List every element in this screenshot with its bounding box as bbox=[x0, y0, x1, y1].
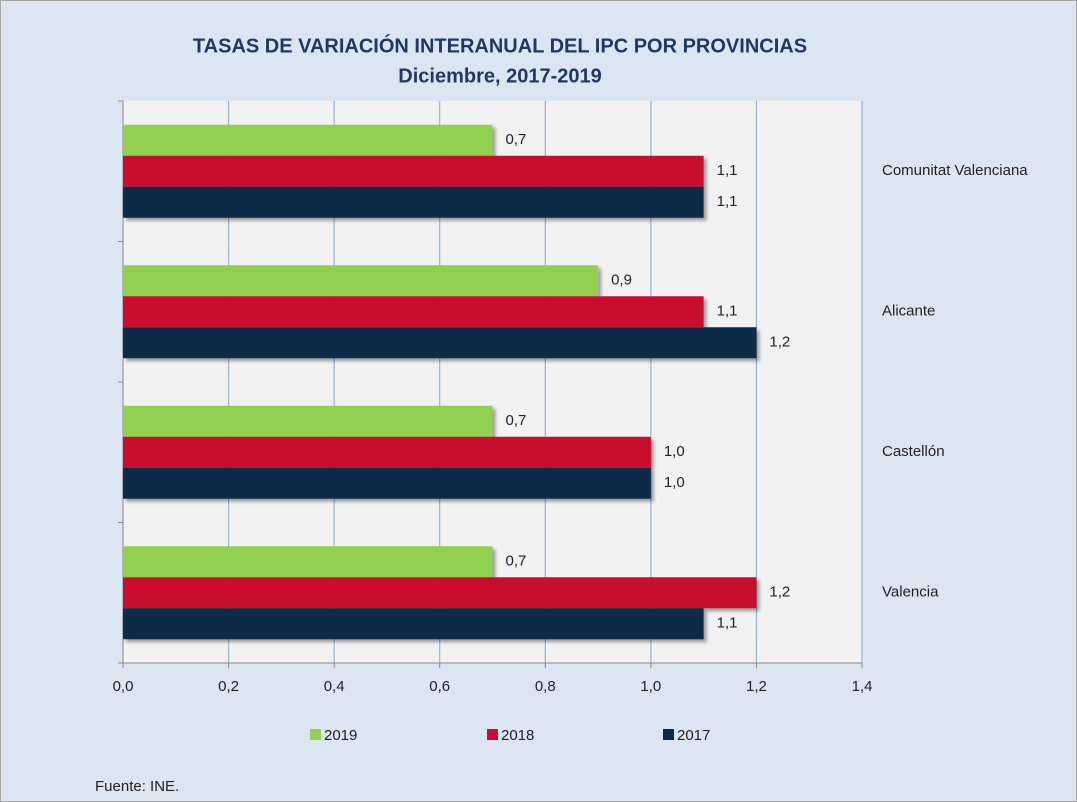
bar bbox=[123, 577, 757, 609]
bar bbox=[123, 155, 704, 187]
data-label: 0,9 bbox=[611, 272, 632, 289]
x-tick-label: 1,4 bbox=[852, 678, 873, 695]
data-label: 1,1 bbox=[717, 193, 738, 210]
legend-label: 2018 bbox=[501, 727, 534, 744]
bar bbox=[123, 405, 493, 437]
category-label: Comunitat Valenciana bbox=[882, 162, 1028, 179]
data-label: 1,1 bbox=[717, 615, 738, 632]
bar bbox=[123, 327, 757, 359]
bar bbox=[123, 467, 651, 499]
x-tick-label: 1,2 bbox=[746, 678, 767, 695]
x-tick-label: 0,0 bbox=[113, 678, 134, 695]
legend-label: 2019 bbox=[324, 727, 357, 744]
bar bbox=[123, 124, 493, 156]
data-label: 1,0 bbox=[664, 474, 685, 491]
legend-label: 2017 bbox=[677, 727, 710, 744]
x-tick-label: 0,2 bbox=[218, 678, 239, 695]
x-tick-label: 1,0 bbox=[640, 678, 661, 695]
chart-title: TASAS DE VARIACIÓN INTERANUAL DEL IPC PO… bbox=[193, 33, 807, 57]
data-label: 1,1 bbox=[717, 303, 738, 320]
legend-swatch bbox=[487, 729, 498, 740]
bar bbox=[123, 296, 704, 328]
category-label: Alicante bbox=[882, 303, 935, 320]
data-label: 0,7 bbox=[506, 553, 527, 570]
legend-swatch bbox=[310, 729, 321, 740]
bar bbox=[123, 436, 651, 468]
data-label: 0,7 bbox=[506, 412, 527, 429]
x-tick-label: 0,6 bbox=[429, 678, 450, 695]
data-label: 1,2 bbox=[769, 584, 790, 601]
bar bbox=[123, 608, 704, 640]
source: Fuente: INE. bbox=[95, 778, 179, 795]
legend-swatch bbox=[663, 729, 674, 740]
x-tick-label: 0,8 bbox=[535, 678, 556, 695]
category-label: Valencia bbox=[882, 584, 939, 601]
bar bbox=[123, 546, 493, 578]
data-label: 1,0 bbox=[664, 443, 685, 460]
chart-subtitle: Diciembre, 2017-2019 bbox=[398, 65, 601, 87]
bar bbox=[123, 186, 704, 218]
data-label: 1,2 bbox=[769, 334, 790, 351]
category-label: Castellón bbox=[882, 443, 945, 460]
x-tick-label: 0,4 bbox=[324, 678, 345, 695]
bar bbox=[123, 265, 599, 297]
data-label: 1,1 bbox=[717, 162, 738, 179]
data-label: 0,7 bbox=[506, 131, 527, 148]
